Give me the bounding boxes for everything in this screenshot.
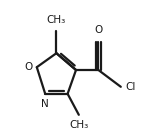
Text: N: N xyxy=(41,99,49,109)
Text: O: O xyxy=(24,62,33,72)
Text: O: O xyxy=(94,25,103,35)
Text: CH₃: CH₃ xyxy=(69,120,88,130)
Text: Cl: Cl xyxy=(125,82,135,92)
Text: CH₃: CH₃ xyxy=(47,15,66,25)
